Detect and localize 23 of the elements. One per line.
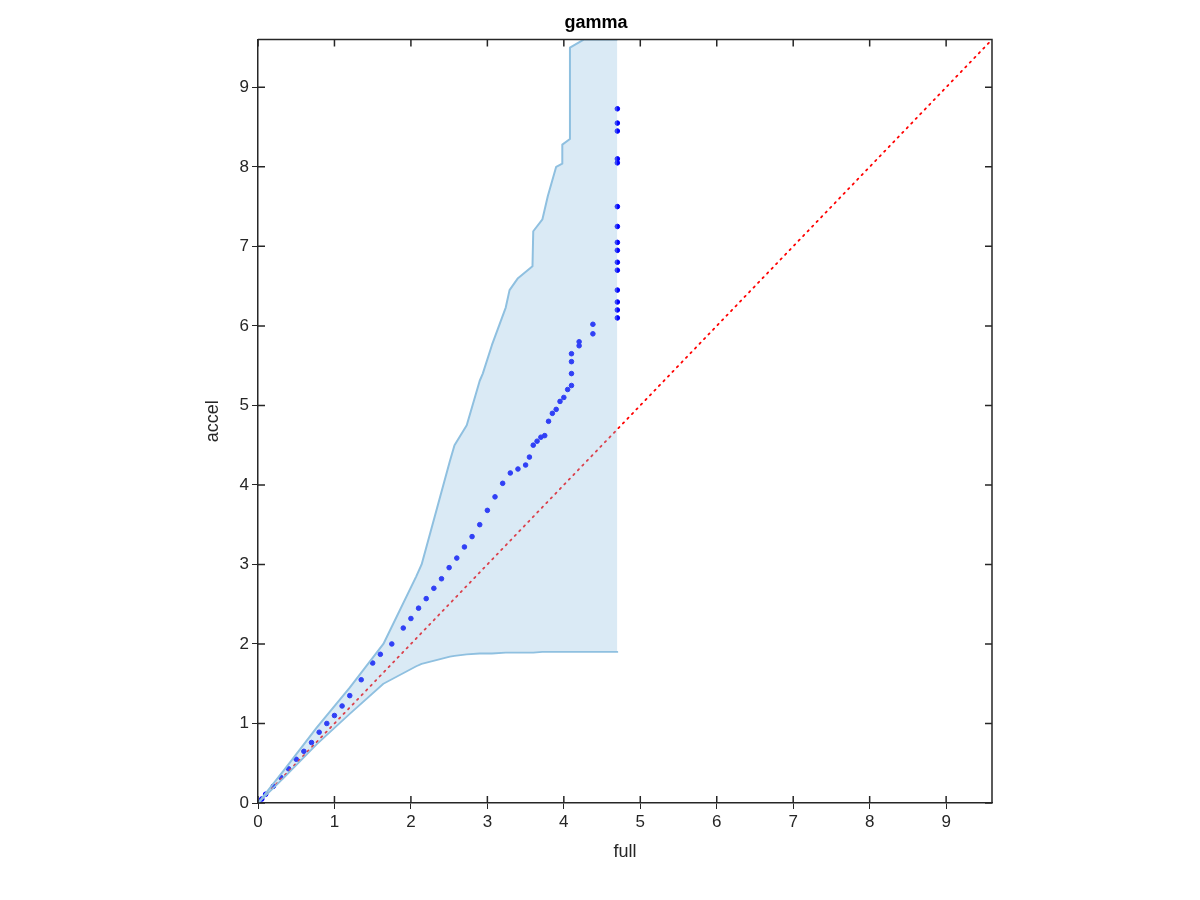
x-tick-label: 0	[253, 811, 263, 831]
y-tick-label: 8	[239, 156, 249, 176]
x-tick-label: 5	[635, 811, 646, 831]
y-axis-title: accel	[201, 400, 222, 443]
x-tick-label: 1	[329, 811, 340, 831]
y-tick-label: 0	[239, 792, 249, 812]
y-tick-label: 2	[239, 633, 249, 653]
x-tick-label: 3	[482, 811, 493, 831]
x-axis-title: full	[613, 841, 637, 862]
y-tick-label: 5	[239, 395, 249, 415]
y-tick-label: 9	[239, 77, 249, 96]
y-tick-label: 6	[239, 315, 249, 335]
x-tick-label: 2	[406, 811, 416, 831]
x-tick-label: 4	[559, 811, 569, 831]
y-tick-label: 4	[239, 474, 249, 494]
y-tick-label: 7	[239, 236, 249, 256]
x-tick-label: 7	[788, 811, 798, 831]
y-tick-label: 3	[239, 554, 249, 574]
chart-title: gamma	[564, 11, 629, 32]
x-tick-label: 8	[864, 811, 875, 831]
x-tick-label: 9	[941, 811, 951, 831]
y-tick-label: 1	[239, 713, 249, 733]
x-tick-label: 6	[712, 811, 722, 831]
